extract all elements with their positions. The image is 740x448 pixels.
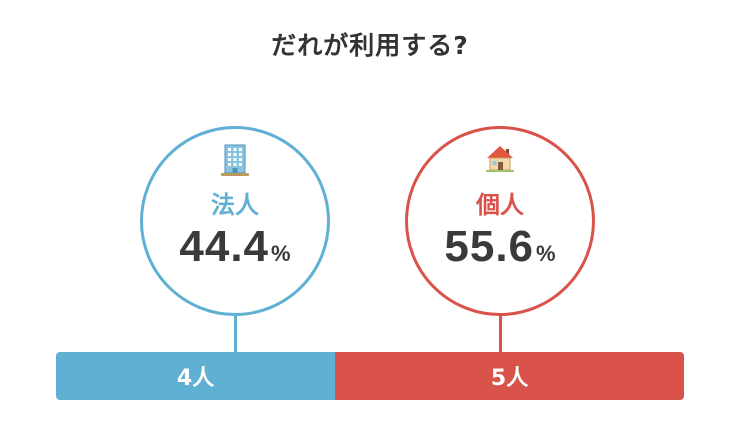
office-building-icon	[221, 144, 249, 176]
corporate-percent: 44.4%	[143, 222, 327, 272]
corporate-percent-value: 44.4	[179, 222, 270, 271]
individual-circle: 個人 55.6%	[405, 126, 595, 316]
individual-count-label: 5人	[490, 366, 529, 391]
individual-percent-unit: %	[536, 241, 556, 266]
individual-percent-value: 55.6	[444, 222, 535, 271]
chart-title: だれが利用する?	[271, 31, 469, 60]
corporate-bar-segment: 4人	[56, 352, 336, 400]
individual-bar-segment: 5人	[335, 352, 684, 400]
house-icon	[486, 146, 514, 172]
corporate-count-label: 4人	[176, 366, 215, 391]
stacked-bar: 4人 5人	[56, 352, 684, 400]
corporate-percent-unit: %	[271, 241, 291, 266]
individual-percent: 55.6%	[408, 222, 592, 272]
corporate-connector-line	[234, 316, 237, 352]
corporate-label: 法人	[211, 191, 259, 219]
individual-connector-line	[499, 316, 502, 352]
corporate-circle: 法人 44.4%	[140, 126, 330, 316]
individual-label: 個人	[476, 191, 524, 219]
